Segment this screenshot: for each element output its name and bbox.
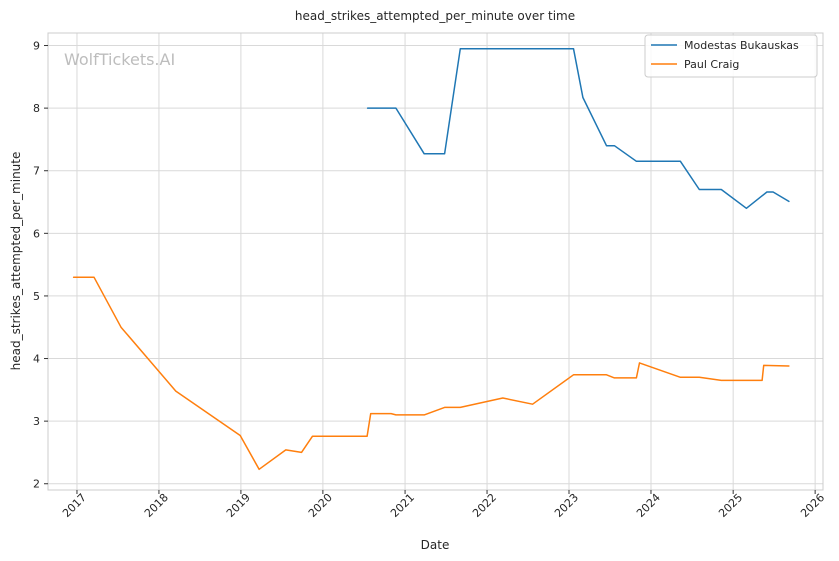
y-tick-label: 7: [33, 165, 40, 178]
chart-title: head_strikes_attempted_per_minute over t…: [295, 9, 575, 23]
y-tick-label: 3: [33, 415, 40, 428]
y-tick-labels: 2 3 4 5 6 7 8 9: [33, 40, 48, 491]
y-tick-label: 4: [33, 353, 40, 366]
y-tick-label: 5: [33, 290, 40, 303]
legend: Modestas Bukauskas Paul Craig: [644, 34, 818, 78]
series-line-0: [366, 47, 790, 210]
grid: [48, 33, 823, 490]
y-tick-label: 9: [33, 40, 40, 53]
x-axis-label: Date: [421, 538, 450, 552]
y-tick-label: 2: [33, 478, 40, 491]
legend-label-1: Paul Craig: [684, 58, 739, 71]
y-tick-label: 8: [33, 102, 40, 115]
y-axis-label: head_strikes_attempted_per_minute: [9, 152, 23, 371]
y-tick-label: 6: [33, 227, 40, 240]
legend-label-0: Modestas Bukauskas: [684, 39, 799, 52]
plot-frame: [47, 32, 824, 491]
legend-box: [644, 34, 818, 78]
series-lines: [72, 47, 790, 471]
series-line-1: [72, 276, 790, 471]
watermark-text: WolfTickets.AI: [64, 50, 175, 69]
